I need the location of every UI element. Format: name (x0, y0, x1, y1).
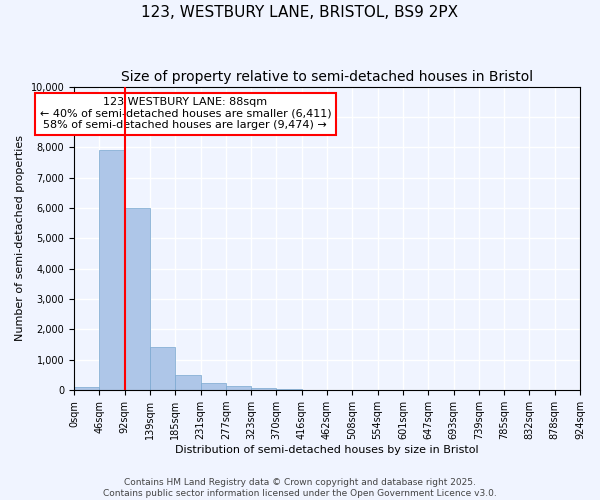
Y-axis label: Number of semi-detached properties: Number of semi-detached properties (15, 136, 25, 342)
Text: 123 WESTBURY LANE: 88sqm
← 40% of semi-detached houses are smaller (6,411)
58% o: 123 WESTBURY LANE: 88sqm ← 40% of semi-d… (40, 97, 331, 130)
Bar (150, 347, 175, 390)
Bar (100, 150, 125, 390)
Bar (251, 388, 277, 390)
Bar (175, 376, 200, 390)
Bar (125, 208, 150, 390)
Text: Contains HM Land Registry data © Crown copyright and database right 2025.
Contai: Contains HM Land Registry data © Crown c… (103, 478, 497, 498)
Text: 123, WESTBURY LANE, BRISTOL, BS9 2PX: 123, WESTBURY LANE, BRISTOL, BS9 2PX (142, 5, 458, 20)
X-axis label: Distribution of semi-detached houses by size in Bristol: Distribution of semi-detached houses by … (175, 445, 479, 455)
Bar (74, 386, 100, 390)
Bar (200, 383, 226, 390)
Bar (226, 386, 251, 390)
Title: Size of property relative to semi-detached houses in Bristol: Size of property relative to semi-detach… (121, 70, 533, 84)
